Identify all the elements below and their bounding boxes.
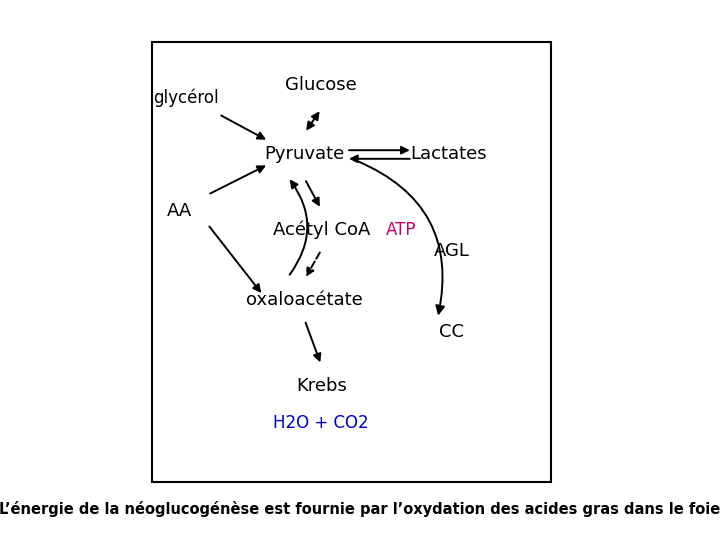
Text: Glucose: Glucose: [285, 76, 357, 93]
Text: Lactates: Lactates: [410, 145, 487, 164]
Text: AGL: AGL: [433, 242, 469, 260]
Text: CC: CC: [439, 323, 464, 341]
Bar: [152, 42, 551, 482]
Text: L’énergie de la néoglucogénèse est fournie par l’oxydation des acides gras dans : L’énergie de la néoglucogénèse est fourn…: [0, 501, 720, 517]
Text: Pyruvate: Pyruvate: [264, 145, 345, 164]
Text: H2O + CO2: H2O + CO2: [274, 414, 369, 432]
Text: oxaloacétate: oxaloacétate: [246, 291, 363, 308]
Text: ATP: ATP: [387, 221, 417, 239]
Text: AA: AA: [167, 202, 192, 220]
Text: glycérol: glycérol: [153, 89, 218, 107]
Text: Acétyl CoA: Acétyl CoA: [273, 220, 370, 239]
Text: Krebs: Krebs: [296, 376, 346, 395]
